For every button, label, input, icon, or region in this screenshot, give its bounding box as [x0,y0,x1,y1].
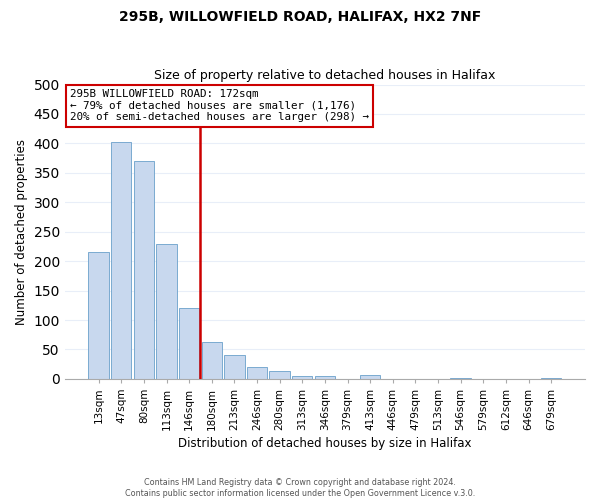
Bar [224,356,245,379]
Title: Size of property relative to detached houses in Halifax: Size of property relative to detached ho… [154,69,496,82]
Bar [451,378,471,379]
Y-axis label: Number of detached properties: Number of detached properties [15,138,28,324]
Text: Contains HM Land Registry data © Crown copyright and database right 2024.
Contai: Contains HM Land Registry data © Crown c… [125,478,475,498]
Bar [315,376,335,379]
Bar [269,371,290,379]
Bar [292,376,313,379]
Bar [157,244,176,379]
Bar [541,378,562,379]
X-axis label: Distribution of detached houses by size in Halifax: Distribution of detached houses by size … [178,437,472,450]
Text: 295B, WILLOWFIELD ROAD, HALIFAX, HX2 7NF: 295B, WILLOWFIELD ROAD, HALIFAX, HX2 7NF [119,10,481,24]
Text: 295B WILLOWFIELD ROAD: 172sqm
← 79% of detached houses are smaller (1,176)
20% o: 295B WILLOWFIELD ROAD: 172sqm ← 79% of d… [70,89,369,122]
Bar [134,161,154,379]
Bar [360,375,380,379]
Bar [247,367,267,379]
Bar [88,252,109,379]
Bar [179,308,199,379]
Bar [111,142,131,379]
Bar [202,342,222,379]
